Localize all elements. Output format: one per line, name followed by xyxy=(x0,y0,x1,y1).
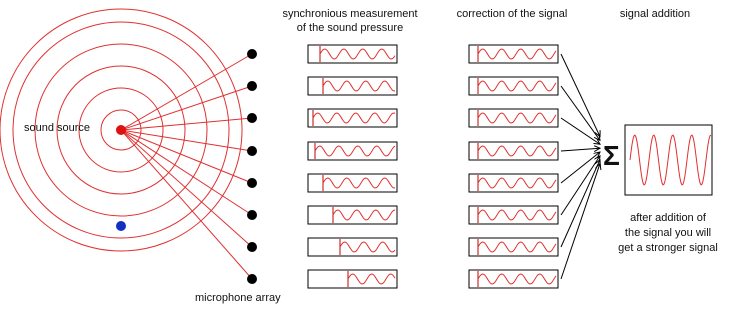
ray xyxy=(121,130,252,183)
measure-box xyxy=(308,174,397,192)
result-text: the signal you will xyxy=(625,227,711,239)
arrow xyxy=(561,152,600,183)
sum-symbol: Σ xyxy=(603,140,620,171)
measure-box xyxy=(308,270,397,288)
microphone xyxy=(247,81,257,91)
ray xyxy=(121,130,252,279)
ray xyxy=(121,118,252,130)
arrow xyxy=(561,160,600,247)
microphone xyxy=(247,178,257,188)
arrow xyxy=(561,118,600,144)
ray xyxy=(121,130,252,215)
sound-source xyxy=(116,125,126,135)
arrow xyxy=(561,164,600,279)
heading: of the sound pressure xyxy=(297,22,403,34)
arrow xyxy=(561,156,600,215)
microphone xyxy=(247,242,257,252)
microphone xyxy=(247,113,257,123)
microphone xyxy=(247,274,257,284)
ray xyxy=(121,54,252,130)
array-label: microphone array xyxy=(195,292,281,304)
measure-box xyxy=(308,109,397,127)
diagram: synchronious measurement of the sound pr… xyxy=(0,0,729,306)
heading: synchronious measurement xyxy=(282,8,417,20)
reference-point xyxy=(116,221,126,231)
measure-box xyxy=(308,45,397,63)
heading: signal addition xyxy=(620,8,690,20)
result-text: get a stronger signal xyxy=(618,242,718,254)
microphone xyxy=(247,49,257,59)
arrow xyxy=(561,54,600,137)
microphone xyxy=(247,210,257,220)
heading: correction of the signal xyxy=(457,8,568,20)
measure-box xyxy=(308,77,397,95)
microphone xyxy=(247,146,257,156)
arrow xyxy=(561,148,600,151)
source-label: sound source xyxy=(24,122,90,134)
result-text: after addition of xyxy=(630,212,707,224)
measure-box xyxy=(308,238,397,256)
